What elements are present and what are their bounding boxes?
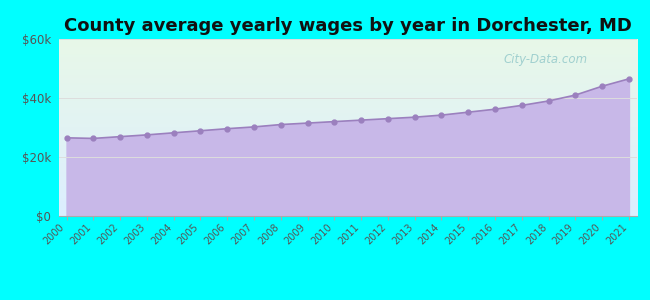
- Title: County average yearly wages by year in Dorchester, MD: County average yearly wages by year in D…: [64, 17, 632, 35]
- Text: City-Data.com: City-Data.com: [504, 53, 588, 66]
